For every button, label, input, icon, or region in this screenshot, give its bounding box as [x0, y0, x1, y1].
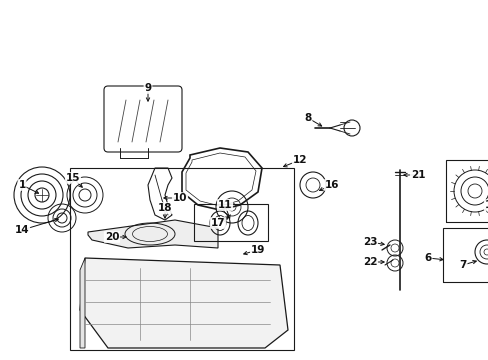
Text: 20: 20: [104, 232, 119, 242]
Text: 11: 11: [217, 200, 232, 210]
Text: 14: 14: [15, 225, 29, 235]
Text: 9: 9: [144, 83, 151, 93]
Text: 17: 17: [210, 218, 225, 228]
Text: 23: 23: [362, 237, 376, 247]
Text: 10: 10: [172, 193, 187, 203]
Text: 6: 6: [424, 253, 431, 263]
Polygon shape: [80, 258, 287, 348]
Text: 22: 22: [362, 257, 376, 267]
Text: 1: 1: [19, 180, 25, 190]
Text: 8: 8: [304, 113, 311, 123]
Text: 12: 12: [292, 155, 306, 165]
Text: 15: 15: [65, 173, 80, 183]
Text: 7: 7: [458, 260, 466, 270]
Text: 19: 19: [250, 245, 264, 255]
Polygon shape: [88, 220, 218, 248]
Text: 13: 13: [484, 200, 488, 210]
Text: 16: 16: [324, 180, 339, 190]
Polygon shape: [80, 258, 85, 348]
Text: 18: 18: [158, 203, 172, 213]
Text: 21: 21: [410, 170, 425, 180]
